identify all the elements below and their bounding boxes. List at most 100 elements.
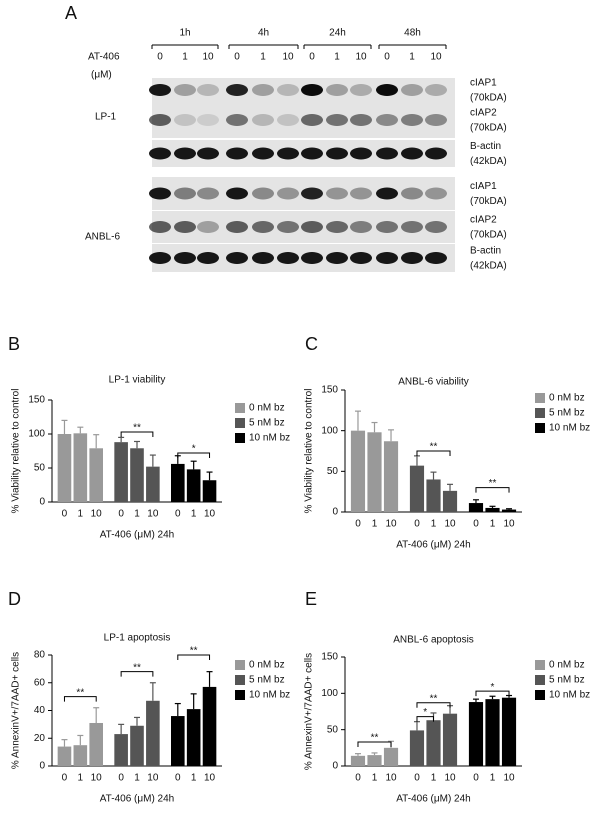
panel-label: D — [8, 589, 21, 609]
unit-label: (μM) — [91, 70, 112, 81]
legend-swatch — [535, 675, 545, 685]
legend-swatch — [235, 660, 245, 670]
legend-swatch — [235, 690, 245, 700]
bar — [383, 747, 399, 766]
x-tick-label: 1 — [78, 509, 84, 520]
legend-label: 5 nM bz — [549, 675, 585, 686]
x-tick-label: 0 — [118, 509, 124, 520]
blot-band — [174, 252, 196, 264]
significance-label: ** — [190, 646, 198, 657]
x-tick-label: 0 — [62, 773, 68, 784]
protein-label: cIAP2 — [470, 215, 497, 226]
blot-band — [174, 187, 196, 200]
y-tick-label: 50 — [327, 466, 339, 477]
legend-label: 10 nM bz — [249, 433, 290, 444]
blot-band — [425, 252, 447, 264]
blot-band — [226, 252, 248, 264]
blot-band — [149, 187, 171, 200]
x-axis-label: AT-406 (μM) 24h — [396, 794, 471, 805]
blot-band — [149, 221, 171, 233]
blot-band — [277, 187, 299, 200]
significance-label: ** — [430, 693, 438, 704]
blot-band — [401, 252, 423, 264]
blot-band — [326, 187, 348, 200]
significance-bracket — [475, 690, 510, 697]
y-tick-label: 0 — [39, 497, 45, 508]
legend-swatch — [535, 423, 545, 433]
legend-label: 10 nM bz — [249, 690, 290, 701]
x-tick-label: 0 — [175, 509, 181, 520]
bar — [367, 432, 382, 512]
dose-label: 0 — [234, 52, 240, 63]
blot-band — [252, 221, 274, 233]
x-tick-label: 10 — [204, 773, 216, 784]
dose-label: 1 — [260, 52, 266, 63]
blot-band — [425, 147, 447, 160]
dose-label: 10 — [202, 52, 214, 63]
x-tick-label: 1 — [490, 773, 496, 784]
significance-bracket — [120, 671, 154, 677]
x-tick-label: 10 — [147, 773, 159, 784]
blot-band — [174, 221, 196, 233]
y-tick-label: 150 — [321, 652, 338, 663]
legend-label: 0 nM bz — [549, 393, 585, 404]
x-axis-label: AT-406 (μM) 24h — [396, 540, 471, 551]
x-tick-label: 10 — [503, 773, 515, 784]
bar — [350, 755, 366, 766]
significance-label: ** — [133, 423, 141, 434]
bar — [89, 448, 103, 502]
blot-band — [401, 84, 423, 96]
bar — [146, 466, 160, 502]
bar — [485, 507, 500, 512]
significance-bracket — [177, 654, 211, 660]
protein-label: cIAP1 — [470, 181, 497, 192]
blot-band — [252, 187, 274, 200]
blot-band — [376, 252, 398, 264]
bar — [468, 503, 484, 512]
legend-swatch — [235, 418, 245, 428]
y-tick-label: 100 — [28, 429, 45, 440]
bar — [186, 709, 201, 766]
x-tick-label: 10 — [503, 519, 515, 530]
protein-size: (42kDA) — [470, 261, 507, 272]
x-tick-label: 10 — [204, 509, 216, 520]
y-tick-label: 0 — [39, 761, 45, 772]
significance-label: ** — [133, 662, 141, 673]
x-tick-label: 0 — [414, 519, 420, 530]
blot-band — [301, 221, 323, 233]
cell-line-label: ANBL-6 — [85, 232, 120, 243]
y-tick-label: 0 — [332, 507, 338, 518]
x-tick-label: 10 — [385, 773, 397, 784]
blot-band — [174, 114, 196, 126]
legend-label: 0 nM bz — [549, 660, 585, 671]
x-tick-label: 0 — [175, 773, 181, 784]
blot-band — [149, 84, 171, 96]
x-tick-label: 10 — [444, 519, 456, 530]
protein-size: (70kDA) — [470, 230, 507, 241]
y-axis-label: % AnnexinV+/7AAD+ cells — [11, 652, 22, 769]
significance-label: ** — [76, 687, 84, 698]
blot-band — [301, 252, 323, 264]
bar — [146, 700, 160, 766]
protein-label: B-actin — [470, 246, 501, 257]
x-tick-label: 0 — [355, 519, 361, 530]
blot-band — [277, 147, 299, 160]
x-tick-label: 10 — [385, 519, 397, 530]
significance-bracket — [416, 702, 451, 708]
dose-label: 0 — [157, 52, 163, 63]
x-tick-label: 0 — [355, 773, 361, 784]
blot-band — [326, 84, 348, 96]
bar — [409, 730, 425, 766]
legend-swatch — [235, 403, 245, 413]
blot-band — [350, 84, 372, 96]
blot-band — [326, 147, 348, 160]
x-tick-label: 1 — [191, 509, 197, 520]
y-tick-label: 40 — [34, 705, 46, 716]
significance-label: * — [192, 444, 196, 455]
bar — [57, 434, 72, 502]
x-tick-label: 1 — [490, 519, 496, 530]
blot-band — [376, 84, 398, 96]
significance-bracket — [475, 487, 510, 493]
dose-label: 1 — [334, 52, 340, 63]
x-tick-label: 1 — [431, 773, 437, 784]
